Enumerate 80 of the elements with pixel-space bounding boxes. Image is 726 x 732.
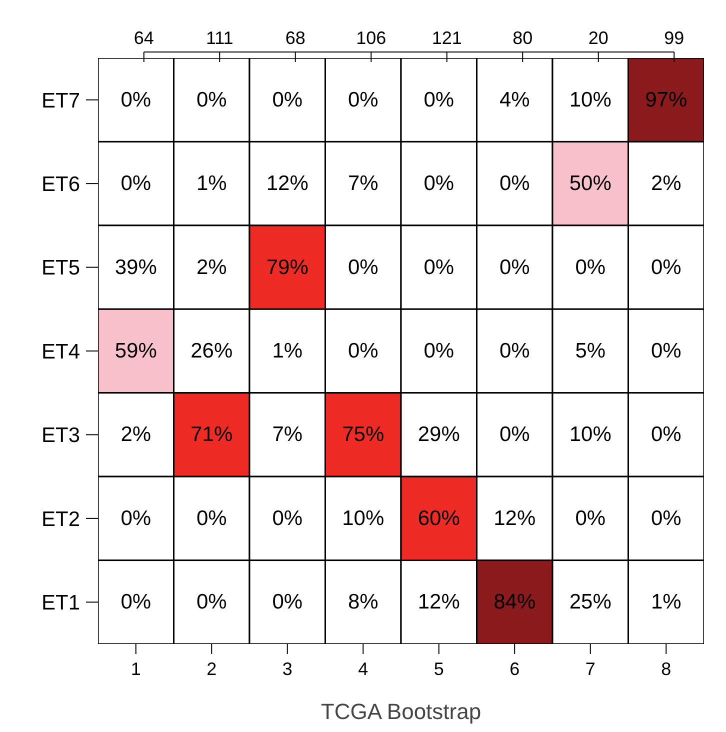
data-label: 0% bbox=[348, 88, 378, 112]
data-label: 0% bbox=[196, 88, 227, 112]
data-label: 1% bbox=[272, 340, 303, 362]
data-label: 0% bbox=[272, 506, 303, 530]
data-label: 0% bbox=[650, 340, 682, 362]
text: 121 bbox=[432, 28, 462, 48]
data-label: 71% bbox=[190, 423, 233, 446]
text: 64 bbox=[134, 28, 154, 48]
y-tick-label: ET5 bbox=[41, 256, 80, 280]
data-label: 5% bbox=[575, 340, 606, 362]
data-label: 7% bbox=[272, 423, 303, 446]
data-label: 1% bbox=[196, 172, 227, 196]
data-label: 0% bbox=[424, 256, 454, 279]
data-label: 8% bbox=[348, 590, 378, 614]
data-label: 0% bbox=[575, 256, 606, 279]
data-label: 2% bbox=[196, 256, 227, 279]
data-label: 59% bbox=[114, 340, 157, 362]
y-tick-label: ET1 bbox=[41, 592, 80, 615]
data-label: 84% bbox=[494, 590, 536, 614]
data-label: 12% bbox=[494, 506, 536, 530]
y-tick-label: ET4 bbox=[41, 340, 80, 364]
data-label: 2% bbox=[120, 423, 152, 446]
data-label: 25% bbox=[569, 590, 612, 614]
data-label: 0% bbox=[120, 88, 152, 112]
x-tick-label: 2 bbox=[206, 658, 217, 679]
data-label: 29% bbox=[418, 423, 460, 446]
x-tick-label: 6 bbox=[510, 658, 520, 679]
data-label: 0% bbox=[272, 88, 303, 112]
data-label: 1% bbox=[650, 590, 682, 614]
data-label: 0% bbox=[650, 256, 682, 279]
data-label: 10% bbox=[342, 506, 384, 530]
x-tick-label: 4 bbox=[358, 658, 368, 679]
data-label: 0% bbox=[650, 506, 682, 530]
text: 68 bbox=[285, 28, 306, 48]
data-label: 7% bbox=[348, 172, 378, 196]
data-label: 4% bbox=[499, 88, 530, 112]
data-label: 0% bbox=[272, 590, 303, 614]
data-label: 0% bbox=[196, 506, 227, 530]
text: 20 bbox=[588, 28, 608, 48]
data-label: 0% bbox=[348, 256, 378, 279]
data-label: 0% bbox=[499, 172, 530, 196]
x-tick-label: 5 bbox=[434, 658, 444, 679]
text: 106 bbox=[356, 28, 386, 48]
data-label: 0% bbox=[196, 590, 227, 614]
data-label: 75% bbox=[342, 423, 384, 446]
data-label: 2% bbox=[650, 172, 682, 196]
data-label: 60% bbox=[418, 506, 460, 530]
text: 80 bbox=[512, 28, 533, 48]
data-label: 0% bbox=[424, 88, 454, 112]
x-axis-title: TCGA Bootstrap bbox=[320, 699, 482, 724]
data-label: 79% bbox=[266, 256, 308, 279]
data-label: 0% bbox=[424, 172, 454, 196]
x-tick-label: 3 bbox=[282, 658, 292, 679]
data-label: 0% bbox=[348, 340, 378, 362]
data-label: 0% bbox=[650, 423, 682, 446]
data-label: 0% bbox=[499, 340, 530, 362]
data-label: 0% bbox=[499, 256, 530, 279]
data-label: 12% bbox=[266, 172, 308, 196]
data-label: 39% bbox=[114, 256, 157, 279]
data-label: 0% bbox=[120, 590, 152, 614]
data-label: 97% bbox=[645, 88, 688, 112]
data-label: 0% bbox=[120, 172, 152, 196]
text: 111 bbox=[206, 28, 234, 48]
y-tick-label: ET7 bbox=[41, 89, 80, 112]
x-tick-label: 7 bbox=[585, 658, 596, 679]
y-tick-label: ET6 bbox=[41, 173, 80, 196]
x-tick-label: 8 bbox=[661, 658, 672, 679]
data-label: 50% bbox=[569, 172, 612, 196]
data-label: 0% bbox=[424, 340, 454, 362]
x-tick-label: 1 bbox=[130, 658, 141, 679]
data-label: 10% bbox=[569, 88, 612, 112]
data-label: 12% bbox=[418, 590, 460, 614]
data-label: 0% bbox=[499, 423, 530, 446]
text: 99 bbox=[664, 28, 684, 48]
data-label: 0% bbox=[120, 506, 152, 530]
data-label: 26% bbox=[190, 340, 233, 362]
data-label: 10% bbox=[569, 423, 612, 446]
y-tick-label: ET2 bbox=[41, 508, 80, 531]
y-tick-label: ET3 bbox=[41, 424, 80, 448]
data-label: 0% bbox=[575, 506, 606, 530]
